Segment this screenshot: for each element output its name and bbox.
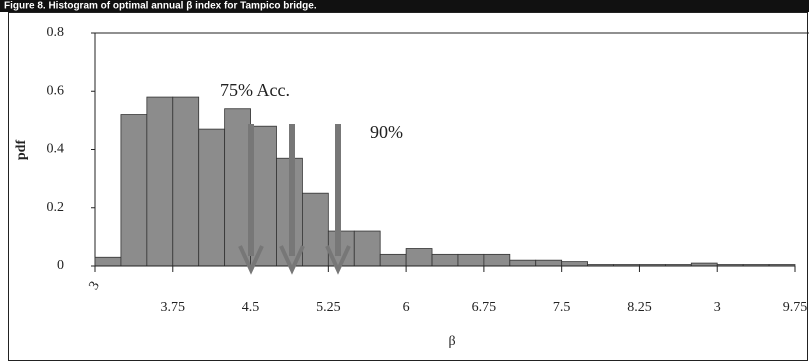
bar — [94, 256, 122, 267]
annotation: 90% — [370, 122, 403, 142]
x-tick-label: 7.5 — [553, 300, 571, 315]
y-tick-label: 0.2 — [47, 200, 65, 215]
x-tick-label: 3 — [714, 300, 721, 315]
arrow-head — [238, 245, 264, 275]
bar — [172, 96, 200, 267]
bar — [483, 253, 511, 267]
x-tick-label: 6 — [403, 300, 410, 315]
arrow-head — [325, 245, 351, 275]
bar — [120, 114, 148, 267]
bar — [302, 192, 329, 267]
bar — [405, 248, 433, 267]
y-tick-label: 0.6 — [47, 83, 65, 98]
x-tick-label: 3.75 — [161, 300, 186, 315]
bar — [224, 108, 251, 267]
x-tick-label: 6.75 — [472, 300, 497, 315]
x-tick-label: 3 — [87, 279, 103, 293]
bar — [457, 253, 485, 267]
x-tick-label: 8.25 — [627, 300, 652, 315]
bar — [379, 253, 407, 267]
bar — [250, 125, 277, 267]
y-tick-label: 0.4 — [47, 142, 65, 157]
bar — [431, 253, 459, 267]
bar — [561, 261, 588, 267]
annotation: 75% Acc. — [220, 80, 290, 100]
figure-caption: Figure 8. Histogram of optimal annual β … — [4, 1, 317, 12]
x-tick-label: 9.75 — [783, 300, 808, 315]
bar — [198, 128, 226, 267]
arrow-head — [279, 245, 305, 275]
bar — [146, 96, 174, 267]
plot-area: 0 0.2 0.4 0.6 0.8 3 3.75 4.5 5.25 6 6.75 7.5 8.25 3 9.… — [47, 25, 809, 315]
y-axis-title: pdf — [14, 140, 29, 161]
figure-frame — [8, 12, 808, 361]
x-tick-label: 5.25 — [316, 300, 341, 315]
bar — [509, 259, 537, 267]
bar — [535, 259, 563, 267]
y-tick-label: 0.8 — [47, 25, 65, 40]
figure-header-bar — [0, 0, 809, 12]
x-axis-title: β — [448, 334, 455, 349]
x-tick-label: 4.5 — [242, 300, 260, 315]
y-tick-label: 0 — [57, 258, 64, 273]
bar — [353, 230, 381, 267]
